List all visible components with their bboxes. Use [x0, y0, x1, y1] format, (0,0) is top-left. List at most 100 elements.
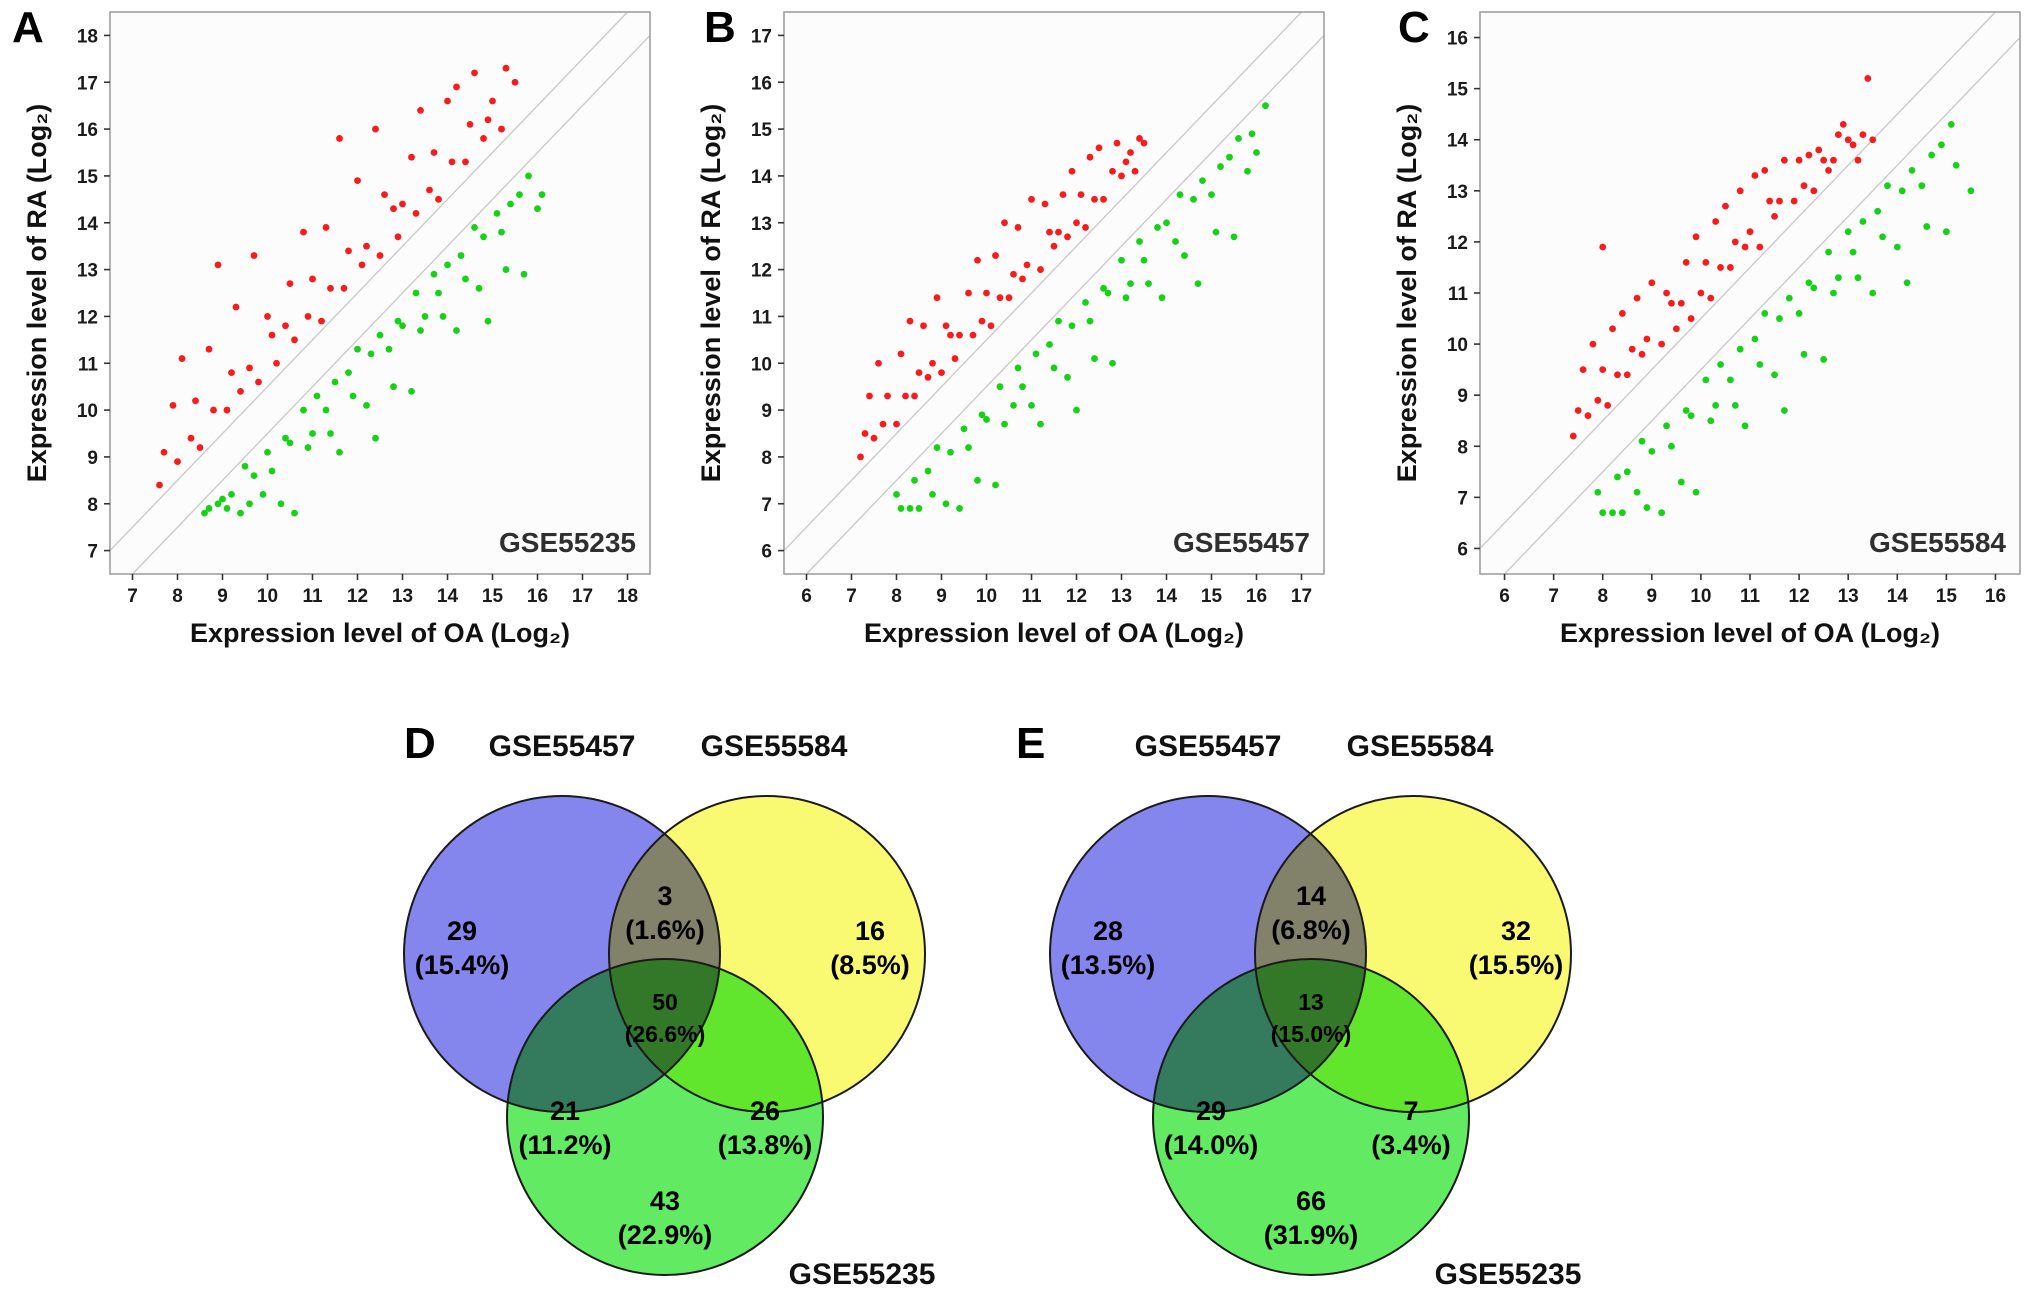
data-point — [1579, 366, 1587, 374]
data-point — [942, 500, 950, 508]
data-point — [1217, 163, 1224, 170]
y-tick-label: 10 — [77, 401, 98, 422]
x-tick-label: 14 — [437, 586, 459, 607]
data-point — [1859, 131, 1867, 139]
data-point — [322, 406, 330, 414]
data-point — [1082, 224, 1089, 231]
y-tick-label: 6 — [1457, 539, 1468, 560]
data-point — [1073, 406, 1080, 414]
data-point — [255, 378, 262, 386]
data-point — [1109, 167, 1116, 175]
data-point — [1712, 218, 1720, 225]
data-point — [1849, 141, 1857, 149]
data-point — [1014, 364, 1022, 372]
venn-region-pct: (22.9%) — [618, 1220, 713, 1250]
data-point — [1942, 228, 1950, 236]
x-axis-title: Expression level of OA (Log₂) — [864, 618, 1244, 648]
x-axis-title: Expression level of OA (Log₂) — [1560, 618, 1940, 648]
data-point — [1756, 243, 1764, 251]
data-point — [367, 350, 375, 358]
venn-region-count: 28 — [1093, 916, 1123, 946]
data-point — [336, 135, 343, 142]
data-point — [1244, 167, 1251, 175]
data-point — [1717, 361, 1724, 368]
data-point — [439, 313, 447, 320]
data-point — [1140, 139, 1148, 147]
data-point — [1908, 166, 1916, 174]
data-point — [1028, 195, 1035, 203]
data-point — [426, 186, 433, 194]
y-tick-label: 15 — [77, 167, 99, 188]
x-tick-label: 10 — [976, 586, 997, 607]
data-point — [354, 177, 361, 185]
data-point — [1589, 340, 1597, 348]
scatter-panel-gse55584: 6 7 8 9 10 11 12 13 14 15 16 6 7 8 9 10 11 12 13 14 15 16 Expr… — [1392, 11, 2021, 648]
y-axis-title: Expression level of RA (Log₂) — [22, 104, 52, 483]
data-point — [956, 331, 963, 339]
data-point — [1023, 261, 1031, 269]
data-point — [1253, 149, 1260, 156]
data-point — [484, 317, 492, 325]
data-point — [906, 505, 914, 512]
data-point — [448, 158, 456, 166]
venn-region-count: 7 — [1403, 1096, 1418, 1126]
data-point — [507, 200, 514, 208]
data-point — [1795, 156, 1803, 164]
venn-region-count: 66 — [1296, 1186, 1326, 1216]
data-point — [214, 261, 222, 269]
y-tick-label: 10 — [751, 354, 772, 375]
data-point — [1687, 412, 1695, 420]
data-point — [1751, 335, 1759, 343]
data-point — [897, 350, 905, 358]
data-point — [457, 252, 465, 259]
data-point — [421, 313, 429, 320]
data-point — [1127, 149, 1134, 156]
data-point — [1938, 141, 1945, 149]
data-point — [1100, 284, 1107, 292]
data-point — [1599, 243, 1607, 251]
data-point — [453, 83, 460, 91]
data-point — [1181, 252, 1188, 259]
data-point — [1113, 139, 1121, 147]
data-point — [992, 252, 999, 259]
data-point — [286, 439, 294, 447]
plot-background — [1480, 12, 2020, 574]
x-tick-label: 10 — [257, 586, 278, 607]
data-point — [1810, 187, 1818, 195]
venn-set-title: GSE55584 — [1347, 730, 1494, 763]
guide-lines — [1479, 11, 2021, 575]
data-point — [1825, 166, 1832, 174]
data-point — [1208, 191, 1215, 199]
data-point — [875, 359, 882, 367]
data-point — [1830, 289, 1837, 297]
data-point — [1849, 248, 1857, 256]
data-point — [466, 121, 474, 128]
data-point — [1190, 195, 1197, 203]
data-point — [1046, 228, 1053, 236]
data-point — [1648, 279, 1656, 287]
y-tick-label: 13 — [751, 214, 772, 235]
data-point — [237, 387, 244, 395]
guide-line — [109, 11, 628, 552]
data-point — [1844, 228, 1852, 236]
data-point — [1771, 371, 1778, 379]
scatter-points-green — [893, 102, 1269, 512]
plot-background — [784, 12, 1324, 574]
venn-circles — [1050, 796, 1571, 1275]
data-point — [1805, 151, 1813, 159]
data-point — [1010, 402, 1017, 409]
data-point — [394, 317, 402, 325]
data-point — [228, 369, 235, 377]
data-point — [1100, 195, 1107, 203]
data-point — [1898, 187, 1906, 195]
y-tick-label: 15 — [1447, 80, 1469, 101]
data-point — [156, 481, 163, 489]
data-point — [1677, 478, 1685, 486]
venn-region-pct: (15.0%) — [1271, 1021, 1352, 1047]
data-point — [1780, 156, 1788, 164]
data-point — [1055, 228, 1062, 236]
data-point — [1633, 488, 1641, 496]
panel-letter-e: E — [1016, 719, 1046, 768]
data-point — [309, 430, 316, 437]
data-point — [1638, 437, 1646, 445]
